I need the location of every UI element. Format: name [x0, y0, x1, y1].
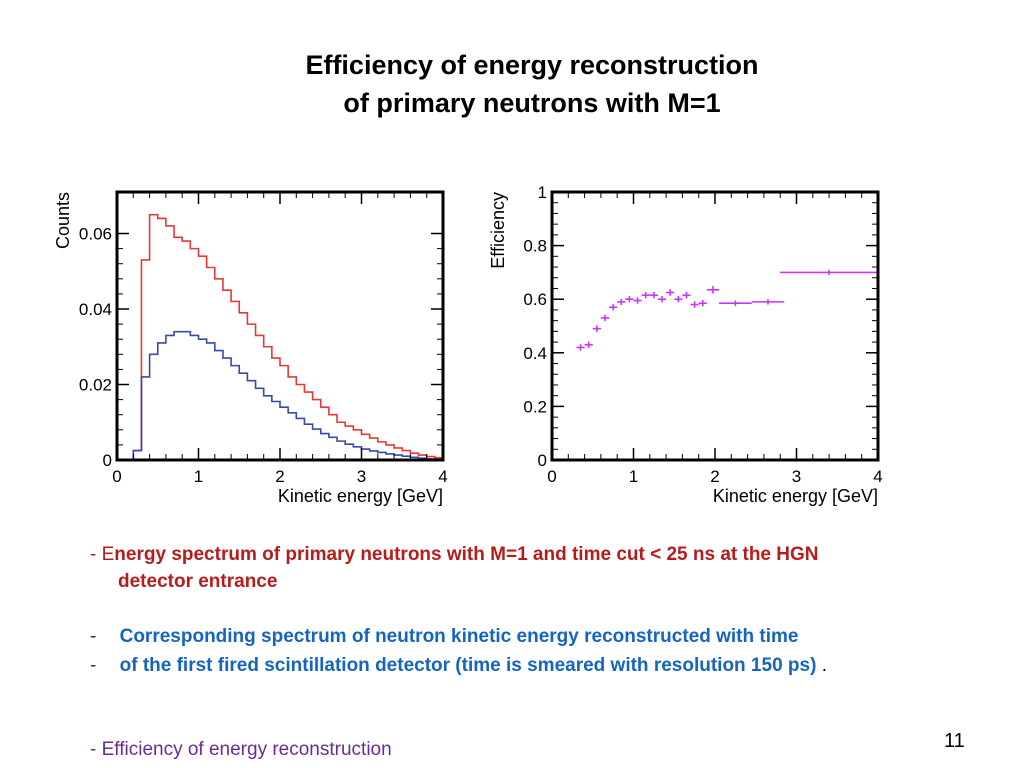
bullet-text: Corresponding spectrum of neutron kineti…: [119, 626, 799, 647]
efficiency-point: [698, 300, 707, 307]
bullet-text: nergy spectrum of primary neutrons with …: [114, 544, 819, 565]
page-number: 11: [944, 730, 965, 752]
y-tick-label: 0.8: [523, 237, 547, 256]
slide-title-line-1: Efficiency of energy reconstruction: [305, 50, 759, 80]
efficiency-point: [780, 269, 878, 276]
x-tick-label: 1: [629, 467, 638, 486]
slide-title-line-2: of primary neutrons with M=1: [343, 88, 721, 118]
efficiency-point: [576, 344, 585, 351]
x-tick-label: 3: [357, 467, 366, 486]
plot-frame: [550, 190, 880, 462]
bullet-text: Efficiency of energy reconstruction: [101, 739, 392, 760]
efficiency-point: [633, 297, 642, 304]
plot-frame: [115, 190, 445, 462]
efficiency-point: [719, 300, 752, 306]
efficiency-point: [657, 295, 667, 303]
bullet-dash: -: [90, 544, 97, 565]
x-tick-label: 4: [873, 467, 882, 486]
x-tick-label: 2: [710, 467, 719, 486]
efficiency-point: [584, 341, 593, 348]
histogram-series-1: [117, 213, 443, 461]
x-tick-label: 1: [194, 467, 203, 486]
y-tick-label: 0.02: [79, 376, 112, 395]
x-tick-label: 0: [112, 467, 121, 486]
bullet-efficiency: - Efficiency of energy reconstruction: [90, 739, 392, 761]
efficiency-point: [592, 325, 601, 332]
bullet-dash: -: [90, 655, 97, 676]
bullet-energy-spectrum: - Energy spectrum of primary neutrons wi…: [90, 544, 819, 566]
x-tick-label: 4: [438, 467, 447, 486]
x-tick-label: 0: [547, 467, 556, 486]
efficiency-point: [666, 289, 675, 296]
efficiency-plot: 0 1 2 3 4 0 0.2 0.4 0.6 0.8 1 Kinetic energy [GeV] E…: [488, 183, 883, 506]
bullet-text: detector entrance: [118, 571, 278, 592]
bullet-reconstructed-spectrum: - Corresponding spectrum of neutron kine…: [90, 626, 798, 648]
x-axis-label: Kinetic energy [GeV]: [713, 486, 878, 506]
y-tick-label: 0.6: [523, 290, 547, 309]
histogram-series-2: [117, 330, 443, 461]
efficiency-point: [600, 314, 610, 322]
y-tick-label: 0.4: [523, 344, 547, 363]
x-tick-label: 2: [275, 467, 284, 486]
y-tick-label: 0: [538, 451, 547, 470]
y-tick-label: 0.2: [523, 397, 547, 416]
x-axis-label: Kinetic energy [GeV]: [278, 486, 443, 506]
efficiency-point: [617, 298, 626, 306]
efficiency-point: [674, 295, 683, 303]
bullet-text: of the first fired scintillation detecto…: [119, 655, 817, 676]
y-tick-label: 1: [538, 183, 547, 202]
bullet-dash: -: [90, 626, 97, 647]
y-axis-label: Efficiency: [488, 192, 508, 269]
efficiency-point: [625, 295, 634, 303]
bullet-first-fired-detector: - of the first fired scintillation detec…: [90, 655, 827, 677]
y-tick-label: 0.06: [79, 225, 112, 244]
energy-spectrum-histogram: 0 1 2 3 4 0 0.02 0.04 0.06 Kinetic energy [GeV] Co…: [53, 190, 448, 506]
efficiency-point: [751, 299, 785, 305]
efficiency-point: [649, 291, 658, 299]
bullet-period: .: [821, 655, 827, 676]
bullet-dash: -: [90, 739, 97, 760]
efficiency-point: [609, 304, 618, 311]
efficiency-point: [690, 301, 699, 308]
efficiency-point: [641, 291, 650, 299]
slide-title: Efficiency of energy reconstruction of p…: [232, 46, 832, 122]
y-tick-label: 0.04: [79, 300, 112, 319]
y-axis-label: Counts: [53, 192, 73, 249]
bullet-initial-letter: E: [101, 544, 115, 565]
efficiency-point: [682, 291, 691, 299]
x-tick-label: 3: [792, 467, 801, 486]
efficiency-point: [706, 286, 720, 294]
y-tick-label: 0: [103, 451, 112, 470]
bullet-energy-spectrum-line-2: detector entrance: [118, 571, 277, 593]
